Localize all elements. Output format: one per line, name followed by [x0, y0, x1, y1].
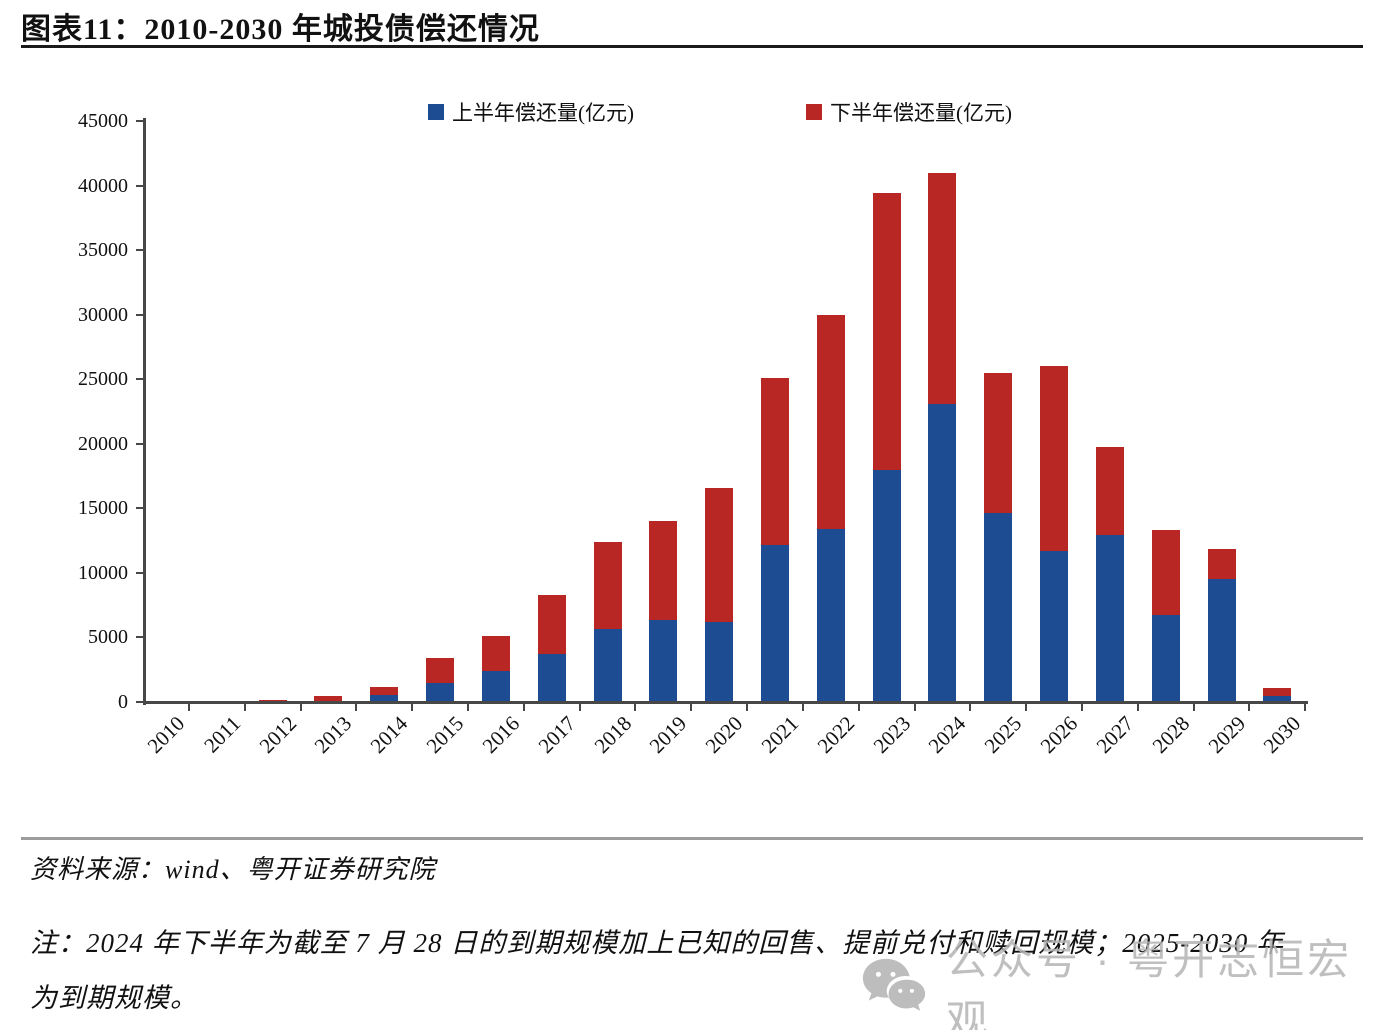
y-axis-line	[143, 118, 146, 705]
x-axis-tick	[1248, 702, 1251, 711]
bar-first-half-2030	[1263, 695, 1292, 702]
bar-first-half-2017	[537, 653, 566, 702]
y-axis-label: 25000	[78, 368, 128, 391]
bar-second-half-2016	[481, 635, 510, 671]
note-line-1: 注：2024 年下半年为截至 7 月 28 日的到期规模加上已知的回售、提前兑付…	[30, 928, 1284, 958]
bar-first-half-2022	[816, 528, 845, 702]
bar-second-half-2029	[1207, 548, 1236, 579]
bar-first-half-2018	[593, 628, 622, 702]
y-axis-tick	[136, 442, 145, 445]
legend-swatch-blue	[428, 104, 444, 120]
x-axis-tick	[467, 702, 469, 711]
bar-second-half-2017	[537, 594, 566, 654]
x-axis-tick	[746, 702, 749, 711]
bar-second-half-2013	[314, 696, 343, 701]
y-axis-tick	[136, 636, 145, 639]
bar-first-half-2014	[370, 695, 399, 702]
bar-second-half-2014	[370, 687, 399, 696]
bar-second-half-2012	[258, 700, 287, 702]
y-axis-label: 30000	[78, 303, 128, 326]
chart-legend: 上半年偿还量(亿元) 下半年偿还量(亿元)	[0, 97, 1384, 125]
y-axis-tick	[136, 313, 145, 316]
x-axis-tick	[578, 702, 581, 711]
x-axis-tick	[187, 702, 190, 711]
y-axis-label: 10000	[78, 561, 128, 584]
legend-label-first-half: 上半年偿还量(亿元)	[452, 101, 634, 125]
watermark: 公众号 · 粤开志恒宏观	[860, 926, 1384, 1030]
footer-divider	[21, 837, 1363, 840]
bar-first-half-2021	[761, 544, 790, 702]
bar-first-half-2029	[1207, 578, 1236, 702]
y-axis-label: 15000	[78, 497, 128, 520]
x-axis-tick	[969, 702, 972, 711]
bar-second-half-2021	[761, 377, 790, 545]
bar-first-half-2026	[1040, 550, 1069, 702]
y-axis-tick	[136, 120, 145, 122]
y-axis-label: 5000	[88, 626, 128, 649]
x-axis-tick	[1136, 702, 1139, 711]
y-axis-tick	[136, 378, 145, 381]
bar-second-half-2019	[649, 520, 678, 620]
y-axis-tick	[136, 507, 145, 510]
x-axis-tick	[299, 702, 302, 711]
bar-first-half-2020	[705, 621, 734, 702]
bar-second-half-2027	[1095, 446, 1124, 535]
legend-item-second-half: 下半年偿还量(亿元)	[806, 97, 1012, 127]
bar-second-half-2030	[1263, 687, 1292, 696]
x-axis-tick	[801, 702, 804, 711]
x-axis-tick	[1304, 702, 1307, 711]
y-axis-label: 0	[118, 691, 128, 713]
legend-label-second-half: 下半年偿还量(亿元)	[830, 101, 1012, 125]
y-axis-tick	[136, 249, 145, 252]
bar-second-half-2028	[1151, 529, 1180, 615]
y-axis-tick	[136, 701, 145, 703]
x-axis-tick	[913, 702, 916, 711]
bar-first-half-2023	[872, 469, 901, 702]
title-underline	[21, 45, 1363, 48]
y-axis-label: 20000	[78, 432, 128, 455]
plot-area: 0 5000 10000 15000 20000 25000 30000 35000 40000…	[78, 110, 1308, 758]
legend-item-first-half: 上半年偿还量(亿元)	[428, 97, 634, 127]
bar-second-half-2020	[705, 487, 734, 622]
x-axis-tick	[243, 702, 246, 711]
bar-second-half-2025	[984, 372, 1013, 513]
y-axis-label: 45000	[78, 110, 128, 132]
watermark-text: 公众号 · 粤开志恒宏观	[945, 936, 1353, 1030]
x-axis-tick	[1081, 702, 1084, 711]
bar-second-half-2018	[593, 541, 622, 629]
bar-second-half-2023	[872, 192, 901, 470]
y-axis-label: 35000	[78, 239, 128, 262]
x-axis-tick	[1192, 702, 1195, 711]
y-axis-tick	[136, 571, 145, 574]
wechat-icon	[862, 958, 926, 1011]
bar-second-half-2015	[426, 657, 455, 684]
figure-title: 图表11：2010-2030 年城投债偿还情况	[21, 13, 540, 46]
x-axis-tick	[355, 702, 358, 711]
bar-first-half-2019	[649, 619, 678, 702]
bar-first-half-2025	[984, 512, 1013, 702]
x-axis-tick	[522, 702, 525, 711]
bar-first-half-2028	[1151, 614, 1180, 702]
x-axis-tick	[857, 702, 860, 711]
legend-swatch-red	[806, 104, 822, 120]
x-axis-tick	[634, 702, 637, 711]
note-block: 注：2024 年下半年为截至 7 月 28 日的到期规模加上已知的回售、提前兑付…	[30, 916, 1360, 1026]
bar-first-half-2027	[1095, 534, 1124, 702]
y-axis-label: 40000	[78, 174, 128, 197]
x-axis-tick	[690, 702, 693, 711]
x-axis-line	[143, 701, 1308, 704]
bar-second-half-2026	[1040, 365, 1069, 551]
y-axis-tick	[136, 184, 145, 187]
bar-first-half-2015	[426, 683, 455, 702]
x-axis-tick	[411, 702, 414, 711]
source-line: 资料来源：wind、粤开证券研究院	[30, 855, 436, 884]
x-axis-tick	[1025, 702, 1028, 711]
bar-first-half-2016	[481, 671, 510, 702]
note-line-2: 为到期规模。	[30, 983, 198, 1013]
bar-first-half-2024	[928, 403, 957, 702]
bar-second-half-2022	[816, 314, 845, 529]
bar-second-half-2024	[928, 172, 957, 404]
